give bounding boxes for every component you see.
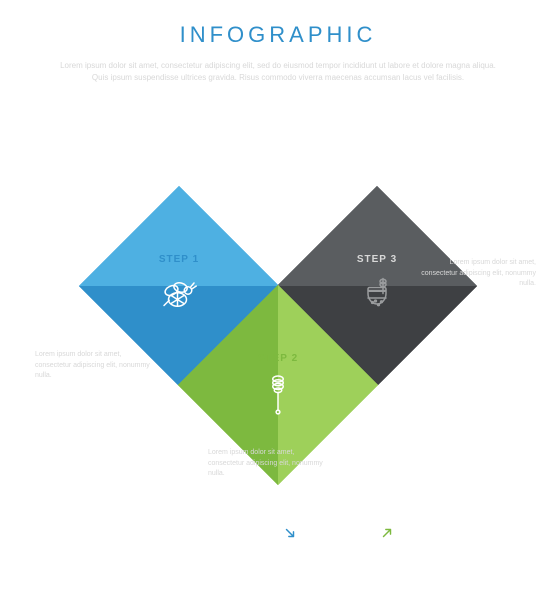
step3-body: Lorem ipsum dolor sit amet, consectetur …: [416, 258, 536, 290]
honey-jar-icon: [353, 271, 401, 319]
arrow-down-right-icon: [283, 526, 297, 540]
step3-label: Step 3: [357, 254, 397, 265]
arrow-up-right-icon: [380, 526, 394, 540]
page-subtitle: Lorem ipsum dolor sit amet, consectetur …: [58, 60, 498, 84]
page-title: Infographic: [0, 22, 556, 48]
bee-icon: [155, 271, 203, 319]
step1-label: Step 1: [159, 254, 199, 265]
step2-body: Lorem ipsum dolor sit amet, consectetur …: [208, 448, 328, 480]
step2-label: Step 2: [258, 353, 298, 364]
step1-body: Lorem ipsum dolor sit amet, consectetur …: [35, 350, 155, 382]
dipper-icon: [254, 370, 302, 418]
